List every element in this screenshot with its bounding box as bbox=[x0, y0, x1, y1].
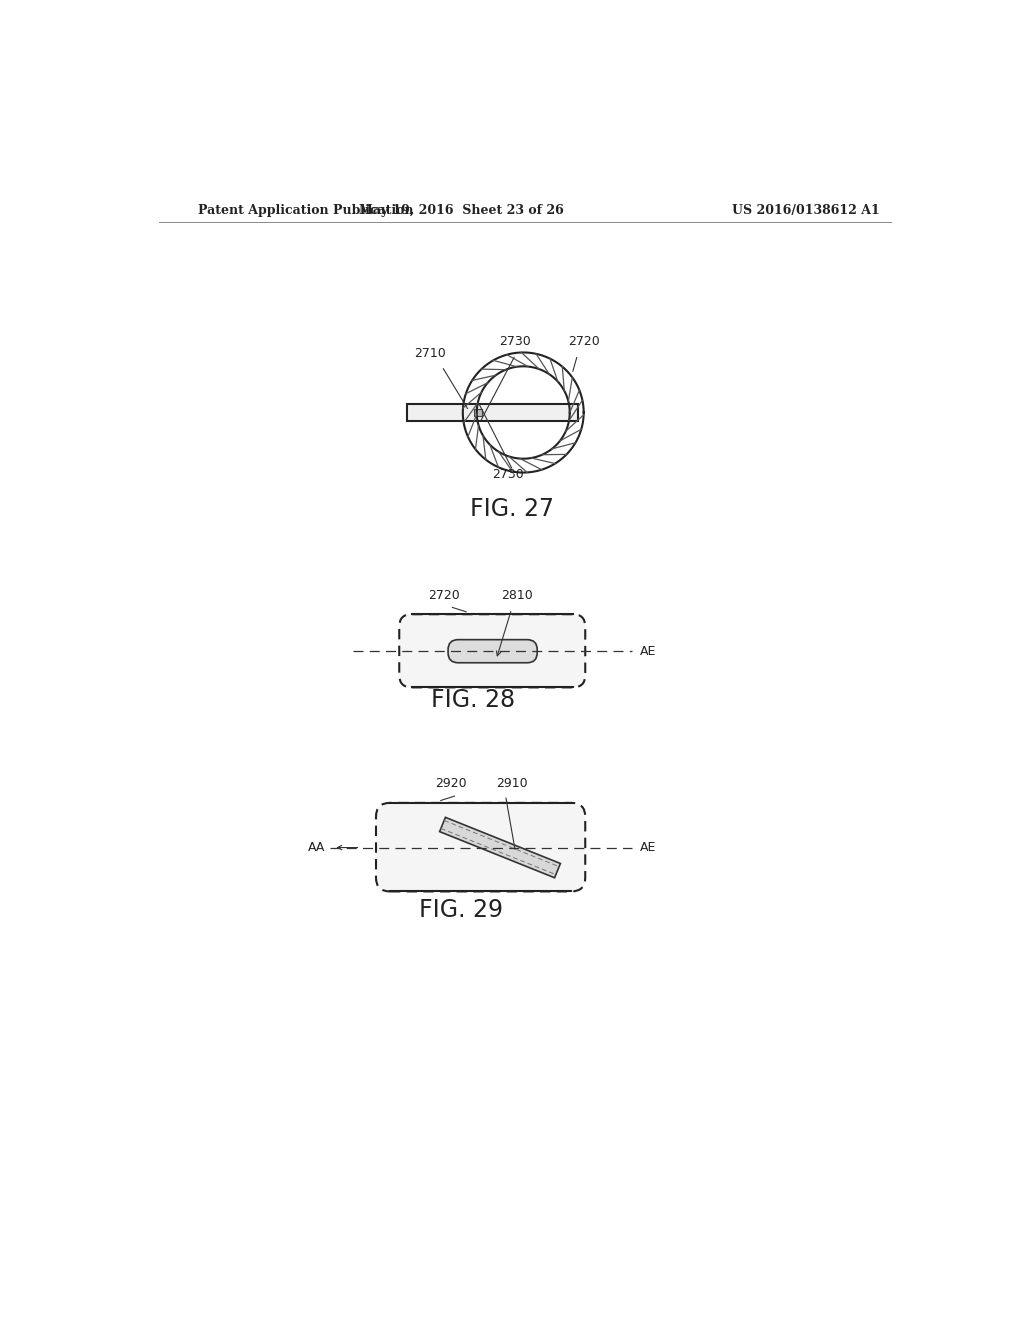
Text: 2910: 2910 bbox=[496, 777, 527, 791]
Text: 2810: 2810 bbox=[501, 589, 532, 602]
FancyBboxPatch shape bbox=[407, 404, 578, 421]
Text: May 19, 2016  Sheet 23 of 26: May 19, 2016 Sheet 23 of 26 bbox=[358, 205, 563, 218]
Text: AE: AE bbox=[640, 644, 656, 657]
Text: US 2016/0138612 A1: US 2016/0138612 A1 bbox=[732, 205, 881, 218]
FancyBboxPatch shape bbox=[399, 614, 586, 688]
Text: FIG. 28: FIG. 28 bbox=[431, 689, 515, 713]
FancyBboxPatch shape bbox=[376, 803, 586, 891]
FancyBboxPatch shape bbox=[474, 409, 482, 416]
Text: AE: AE bbox=[640, 841, 656, 854]
Text: AA: AA bbox=[308, 841, 326, 854]
Text: FIG. 27: FIG. 27 bbox=[470, 498, 554, 521]
Text: 2720: 2720 bbox=[428, 589, 460, 602]
Text: 2920: 2920 bbox=[435, 777, 467, 791]
Text: 2720: 2720 bbox=[568, 335, 600, 347]
Text: 2710: 2710 bbox=[415, 347, 446, 360]
Text: 2730: 2730 bbox=[492, 469, 523, 480]
Text: 2730: 2730 bbox=[500, 335, 531, 347]
Polygon shape bbox=[439, 817, 560, 878]
Text: FIG. 29: FIG. 29 bbox=[419, 898, 503, 921]
FancyBboxPatch shape bbox=[449, 640, 538, 663]
Text: Patent Application Publication: Patent Application Publication bbox=[198, 205, 414, 218]
